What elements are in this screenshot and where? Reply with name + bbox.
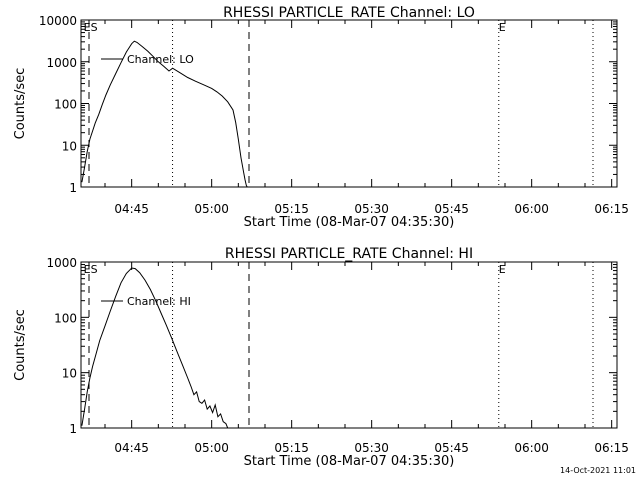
legend-label: Channel: HI bbox=[127, 295, 191, 308]
x-tick-label: 06:00 bbox=[514, 441, 549, 455]
x-axis-label: Start Time (08-Mar-07 04:35:30) bbox=[244, 454, 455, 469]
y-tick-label: 10 bbox=[62, 367, 77, 381]
event-marker-label: ES bbox=[84, 21, 98, 34]
x-tick-label: 05:00 bbox=[194, 202, 229, 216]
x-tick-label: 04:45 bbox=[114, 441, 149, 455]
y-tick-label: 1 bbox=[69, 422, 77, 436]
y-tick-label: 100 bbox=[54, 98, 77, 112]
x-tick-label: 06:15 bbox=[594, 202, 629, 216]
x-tick-label: 05:15 bbox=[274, 441, 309, 455]
series-line bbox=[81, 40, 248, 188]
x-tick-label: 06:15 bbox=[594, 441, 629, 455]
x-tick-label: 05:45 bbox=[434, 202, 469, 216]
x-tick-label: 06:00 bbox=[514, 202, 549, 216]
y-tick-label: 10 bbox=[62, 139, 77, 153]
chart-title: RHESSI PARTICLE_RATE Channel: LO bbox=[223, 5, 475, 21]
x-tick-label: 04:45 bbox=[114, 202, 149, 216]
series-line bbox=[81, 267, 229, 429]
y-tick-label: 1000 bbox=[46, 256, 77, 270]
x-tick-label: 05:00 bbox=[194, 441, 229, 455]
chart-panel-2: RHESSI PARTICLE_RATE Channel: HI 1 10 100 10… bbox=[13, 246, 629, 469]
chart-panel-1: RHESSI PARTICLE_RATE Channel: LO 1 10 100 10… bbox=[13, 5, 629, 230]
x-tick-label: 05:30 bbox=[354, 441, 389, 455]
event-marker-label: E bbox=[499, 263, 506, 276]
x-tick-label: 05:45 bbox=[434, 441, 469, 455]
x-axis-label: Start Time (08-Mar-07 04:35:30) bbox=[244, 215, 455, 230]
x-tick-label: 05:15 bbox=[274, 202, 309, 216]
event-marker-label: ES bbox=[84, 263, 98, 276]
y-axis-label: Counts/sec bbox=[13, 68, 28, 140]
y-tick-label: 100 bbox=[54, 311, 77, 325]
plot-frame bbox=[80, 261, 618, 429]
y-tick-label: 1000 bbox=[46, 56, 77, 70]
legend-label: Channel: LO bbox=[127, 53, 194, 66]
event-marker-label: E bbox=[499, 21, 506, 34]
chart-title: RHESSI PARTICLE_RATE Channel: HI bbox=[225, 246, 473, 262]
y-axis-label: Counts/sec bbox=[13, 309, 28, 381]
y-tick-label: 10000 bbox=[39, 14, 77, 28]
footer-timestamp: 14-Oct-2021 11:01 bbox=[560, 466, 636, 475]
y-tick-label: 1 bbox=[69, 181, 77, 195]
x-tick-label: 05:30 bbox=[354, 202, 389, 216]
